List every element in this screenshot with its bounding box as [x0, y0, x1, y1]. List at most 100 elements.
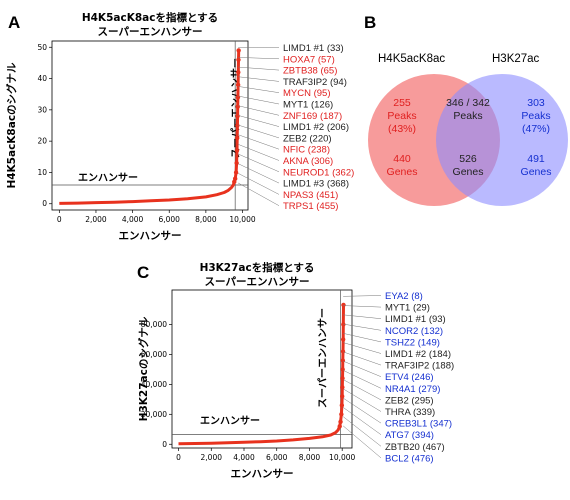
gene-label: LIMD1 #1 (33)	[283, 43, 344, 54]
data-point	[233, 170, 239, 175]
gene-label: CREB3L1 (347)	[385, 419, 452, 430]
gene-label: BCL2 (476)	[385, 453, 434, 464]
venn-left-peaks-pct: (43%)	[388, 123, 416, 135]
x-axis-label: エンハンサー	[231, 468, 294, 480]
venn-left-name: H4K5acK8ac	[378, 53, 445, 65]
gene-label: TRPS1 (455)	[283, 201, 338, 212]
gene-connector-line	[343, 379, 382, 401]
gene-label: ZBTB38 (65)	[283, 66, 337, 77]
x-tick-label: 4,000	[233, 453, 255, 462]
gene-connector-line	[238, 134, 280, 150]
x-axis-label: エンハンサー	[119, 230, 182, 242]
data-point	[340, 358, 346, 363]
x-tick-label: 0	[176, 453, 181, 462]
gene-label: TSHZ2 (149)	[385, 337, 440, 348]
gene-connector-line	[238, 76, 280, 82]
gene-connector-line	[343, 323, 382, 331]
y-tick-label: 0	[162, 440, 167, 449]
gene-label: NCOR2 (132)	[385, 326, 443, 337]
y-tick-label: 80,000	[141, 320, 167, 329]
chart-title-line2: スーパーエンハンサー	[98, 26, 203, 38]
gene-label: HOXA7 (57)	[283, 54, 335, 65]
venn-right-genes-word: Genes	[521, 166, 552, 178]
data-point	[235, 82, 241, 88]
gene-connector-line	[238, 105, 280, 116]
data-point	[236, 70, 241, 75]
gene-connector-line	[343, 425, 382, 459]
gene-label: LIMD1 #2 (184)	[385, 349, 451, 360]
gene-label: MYT1 (126)	[283, 100, 333, 111]
data-point	[340, 385, 345, 390]
gene-connector-line	[238, 153, 280, 173]
data-point	[235, 113, 240, 119]
x-tick-label: 8,000	[195, 215, 217, 224]
y-tick-label: 40,000	[141, 380, 167, 389]
gene-label: LIMD1 #1 (93)	[385, 314, 446, 325]
gene-connector-line	[343, 342, 382, 354]
gene-label: NFIC (238)	[283, 145, 330, 156]
gene-label: NPAS3 (451)	[283, 190, 338, 201]
gene-label: ETV4 (246)	[385, 372, 434, 383]
gene-connector-line	[237, 182, 280, 206]
gene-connector-line	[343, 314, 382, 319]
y-tick-label: 20	[37, 137, 47, 146]
gene-connector-line	[343, 305, 382, 308]
y-tick-label: 20,000	[141, 410, 167, 419]
venn-right-peaks-word: Peaks	[521, 110, 550, 122]
gene-connector-line	[343, 370, 382, 389]
x-tick-label: 8,000	[299, 453, 321, 462]
gene-connector-line	[238, 86, 280, 93]
gene-label: EYA2 (8)	[385, 291, 423, 302]
gene-label: ZEB2 (295)	[385, 395, 434, 406]
gene-connector-line	[238, 66, 280, 71]
venn-right-circle	[436, 74, 568, 206]
gene-label: TRAF3IP2 (94)	[283, 77, 347, 88]
venn-right-peaks: 303	[527, 97, 545, 109]
gene-connector-line	[343, 295, 382, 297]
gene-connector-line	[343, 351, 382, 366]
x-tick-label: 10,000	[229, 215, 255, 224]
y-axis-label: H4K5acK8acのシグナル	[5, 62, 18, 189]
venn-mid-peaks-word: Peaks	[453, 110, 482, 122]
y-axis-label: H3K27acのシグナル	[137, 316, 150, 421]
venn-mid-genes: 526	[459, 153, 477, 165]
gene-connector-line	[238, 144, 280, 161]
data-point	[339, 412, 344, 417]
venn-left-genes: 440	[393, 153, 411, 165]
data-point	[234, 135, 240, 141]
venn-mid-genes-word: Genes	[453, 166, 484, 178]
venn-left-peaks: 255	[393, 97, 411, 109]
chart-title-line2: スーパーエンハンサー	[205, 276, 310, 288]
data-point	[340, 337, 346, 342]
gene-label: NEUROD1 (362)	[283, 167, 354, 178]
chart-title-line1: H3K27acを指標とする	[200, 261, 315, 274]
gene-label: ATG7 (394)	[385, 430, 434, 441]
region-label-super-enhancer: スーパーエンハンサー	[317, 308, 329, 408]
panel-letter-c: C	[137, 263, 149, 282]
venn-right-peaks-pct: (47%)	[522, 123, 550, 135]
plot-frame	[171, 289, 353, 449]
y-tick-label: 30	[37, 105, 47, 114]
region-label-enhancer: エンハンサー	[200, 415, 260, 427]
data-point	[234, 148, 240, 153]
venn-mid-peaks: 346 / 342	[446, 97, 490, 109]
venn-left-genes-word: Genes	[387, 166, 418, 178]
chart-title-line1: H4K5acK8acを指標とする	[82, 11, 218, 24]
data-point	[235, 104, 240, 109]
gene-connector-line	[343, 416, 382, 447]
gene-connector-line	[238, 57, 280, 60]
gene-label: LIMD1 #3 (368)	[283, 179, 349, 190]
data-point	[341, 322, 346, 327]
x-tick-label: 4,000	[122, 215, 144, 224]
data-point	[232, 176, 238, 181]
gene-label: ZNF169 (187)	[283, 111, 342, 122]
data-point	[337, 424, 342, 429]
y-tick-label: 50	[37, 43, 47, 52]
gene-connector-line	[343, 397, 382, 424]
gene-connector-line	[343, 388, 382, 412]
x-tick-label: 0	[57, 215, 62, 224]
y-tick-label: 0	[42, 199, 47, 208]
gene-connector-line	[238, 163, 280, 184]
